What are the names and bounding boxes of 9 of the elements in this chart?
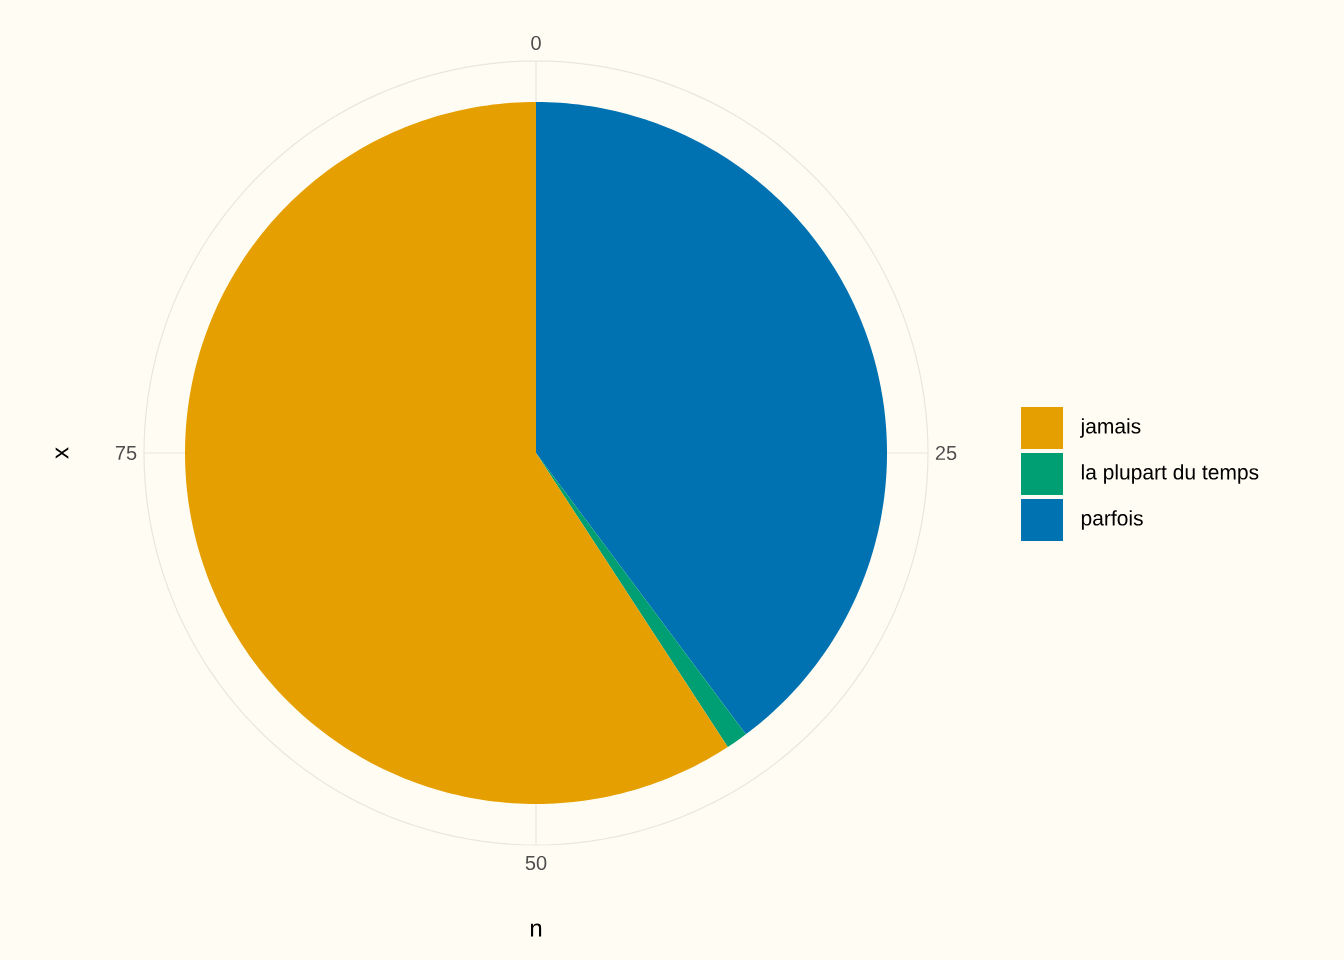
legend-label: parfois bbox=[1081, 510, 1143, 530]
text: 0 bbox=[531, 35, 541, 51]
text: 75 bbox=[115, 446, 137, 460]
legend-label: la plupart du temps bbox=[1081, 464, 1259, 484]
text: x bbox=[55, 447, 69, 459]
text: 50 bbox=[525, 855, 547, 871]
legend-label: jamais bbox=[1080, 418, 1141, 438]
text: n bbox=[530, 923, 542, 937]
text: 25 bbox=[935, 445, 957, 461]
